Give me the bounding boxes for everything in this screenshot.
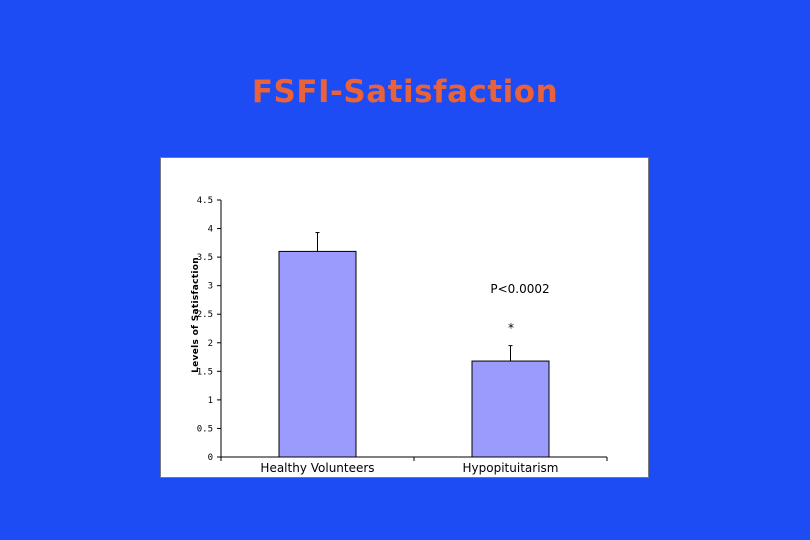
slide-title: FSFI-Satisfaction: [251, 74, 559, 110]
x-category-label: Hypopituitarism: [463, 461, 559, 475]
bars: [278, 232, 550, 458]
y-tick-label: 0.5: [197, 424, 213, 434]
x-category-label: Healthy Volunteers: [260, 461, 374, 475]
significance-asterisk: *: [508, 321, 514, 335]
y-tick-label: 0: [208, 453, 213, 463]
y-axis: 0 0.5 1 1.5 2 2.5 3 3.5 4 4.5: [197, 196, 222, 463]
y-tick-label: 2.5: [197, 310, 213, 320]
y-tick-label: 4: [208, 225, 213, 235]
y-tick-label: 4.5: [197, 196, 213, 206]
y-tick-label: 3: [208, 282, 213, 292]
chart-panel: 0 0.5 1 1.5 2 2.5 3 3.5 4 4.5 Healthy Volunteers H…: [160, 157, 649, 478]
x-axis: Healthy Volunteers Hypopituitarism: [220, 456, 608, 475]
y-tick-label: 2: [208, 339, 213, 349]
p-value-annotation: P<0.0002: [490, 282, 549, 296]
y-tick-label: 1: [208, 396, 213, 406]
bar-chart: 00.511.522.533.544.5 Healthy Volunteers H…: [191, 196, 608, 475]
y-tick-label: 1.5: [197, 367, 213, 377]
y-axis-label: Levels of Satisfaction: [191, 257, 201, 373]
y-tick-label: 3.5: [197, 253, 213, 263]
bar: [471, 360, 550, 458]
bar: [278, 250, 357, 458]
